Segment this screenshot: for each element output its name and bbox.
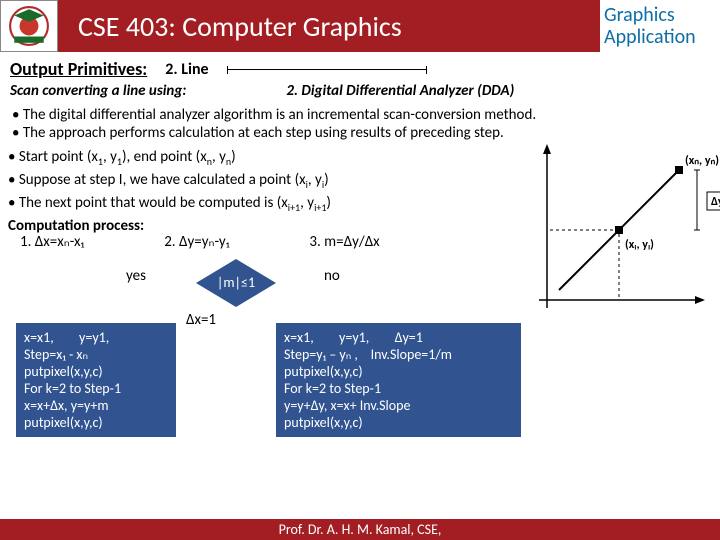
svg-text:(xₙ, yₙ): (xₙ, yₙ) — [685, 154, 719, 168]
header: CSE 403: Computer Graphics Graphics Appl… — [0, 0, 720, 52]
app-label: Graphics Application — [600, 0, 720, 52]
mid-section: • Start point (x1, y1), end point (xn, y… — [0, 148, 720, 437]
bullets: • Start point (x1, y1), end point (xn, y… — [8, 148, 529, 437]
no-label: no — [324, 267, 340, 285]
formula-dx: 1. Δx=xₙ-x₁ — [20, 233, 84, 251]
svg-text:(xᵢ, yᵢ): (xᵢ, yᵢ) — [625, 238, 654, 252]
bullet-3: • The next point that would be computed … — [8, 194, 529, 217]
line-glyph — [227, 69, 427, 70]
line-diagram: (xₙ, yₙ) (xᵢ, yᵢ) Δy — [529, 140, 720, 320]
code-boxes: x=x1, y=y1, Step=x₁ - xₙ putpixel(x,y,c)… — [16, 323, 521, 437]
line-topic-label: 2. Line — [165, 60, 208, 79]
code-right: x=x1, y=y1, Δy=1 Step=y₁ – yₙ , Inv.Slop… — [276, 323, 521, 437]
formulas-row: 1. Δx=xₙ-x₁ 2. Δy=yₙ-y₁ 3. m=Δy/Δx — [16, 233, 521, 251]
output-primitives-label: Output Primitives: — [10, 58, 147, 80]
code-left: x=x1, y=y1, Step=x₁ - xₙ putpixel(x,y,c)… — [16, 323, 176, 437]
footer: Prof. Dr. A. H. M. Kamal, CSE, — [0, 519, 720, 540]
method-row: Scan converting a line using: 2. Digital… — [0, 82, 720, 104]
subtitle-row: Output Primitives: 2. Line — [0, 52, 720, 82]
scan-converting-label: Scan converting a line using: — [10, 82, 186, 100]
course-title: CSE 403: Computer Graphics — [78, 9, 402, 44]
flow-area: 1. Δx=xₙ-x₁ 2. Δy=yₙ-y₁ 3. m=Δy/Δx yes n… — [8, 235, 529, 437]
decision-diamond: |m|≤1 — [196, 259, 276, 307]
decision-row: yes no |m|≤1 — [16, 259, 521, 317]
intro-line-1: • The digital differential analyzer algo… — [12, 106, 708, 124]
decision-cond: |m|≤1 — [217, 274, 255, 292]
svg-text:Δy: Δy — [711, 195, 720, 209]
formula-dy: 2. Δy=yₙ-y₁ — [164, 233, 229, 251]
bullet-1: • Start point (x1, y1), end point (xn, y… — [8, 148, 529, 171]
logo — [0, 0, 58, 52]
dda-label: 2. Digital Differential Analyzer (DDA) — [286, 82, 514, 100]
bullet-2: • Suppose at step I, we have calculated … — [8, 171, 529, 194]
dx-equals-1: Δx=1 — [186, 311, 216, 329]
yes-label: yes — [126, 267, 146, 285]
formula-m: 3. m=Δy/Δx — [309, 233, 379, 251]
title-bar: CSE 403: Computer Graphics — [58, 0, 600, 52]
